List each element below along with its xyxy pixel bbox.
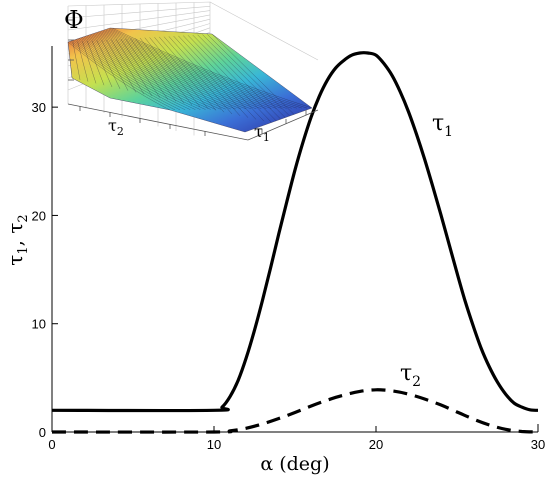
y-axis-label-tau1: τ <box>3 255 27 266</box>
y-axis-label: τ1, τ2 <box>3 214 31 265</box>
y-tick-label: 0 <box>39 425 46 440</box>
y-tick-label: 30 <box>32 100 46 115</box>
x-axis-label: α (deg) <box>260 453 329 475</box>
y-tick-label: 20 <box>32 208 46 223</box>
series-tau1-line <box>51 51 539 413</box>
y-axis-label-tau2: τ <box>3 223 27 234</box>
inset-y-label: τ2 <box>108 116 124 138</box>
svg-text:τ1, τ2: τ1, τ2 <box>3 214 31 265</box>
x-tick-label: 20 <box>369 437 383 452</box>
series-tau2-label: τ2 <box>400 361 421 390</box>
inset-ticks <box>68 19 307 136</box>
series-tau2-line <box>51 388 539 434</box>
inset-surface-mesh <box>68 28 312 132</box>
x-tick-label: 0 <box>48 437 55 452</box>
y-axis-label-sub2: 2 <box>16 214 31 222</box>
inset-x-label: τ1 <box>254 122 270 144</box>
x-tick-label: 30 <box>531 437 545 452</box>
x-tick-label: 10 <box>207 437 221 452</box>
y-axis-label-sub1: 1 <box>16 246 31 254</box>
inset-surface-plot: Φ τ2 τ1 <box>64 1 319 144</box>
x-ticks: 0 10 20 30 <box>48 426 545 452</box>
y-axis-label-separator: , <box>3 234 27 247</box>
inset-z-label: Φ <box>64 6 84 34</box>
y-tick-label: 10 <box>32 317 46 332</box>
series-tau1-label: τ1 <box>432 111 453 140</box>
y-ticks: 0 10 20 30 <box>32 100 58 440</box>
